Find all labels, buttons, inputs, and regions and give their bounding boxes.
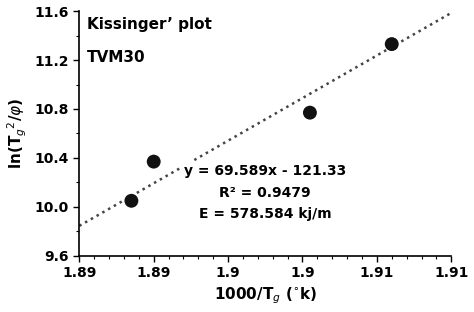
Text: TVM30: TVM30 (87, 50, 146, 65)
Point (128, 198, 135, 203)
X-axis label: 1000/T$_{g}$ ($^{\circ}$k): 1000/T$_{g}$ ($^{\circ}$k) (214, 286, 317, 306)
Y-axis label: ln(T$_{g}$$^{2}$/$\varphi$): ln(T$_{g}$$^{2}$/$\varphi$) (6, 98, 29, 169)
Text: y = 69.589x - 121.33
R² = 0.9479
E = 578.584 kj/m: y = 69.589x - 121.33 R² = 0.9479 E = 578… (184, 164, 346, 222)
Point (306, 110, 314, 115)
Point (150, 159, 157, 164)
Point (388, 41, 395, 46)
Text: Kissinger’ plot: Kissinger’ plot (87, 17, 212, 32)
